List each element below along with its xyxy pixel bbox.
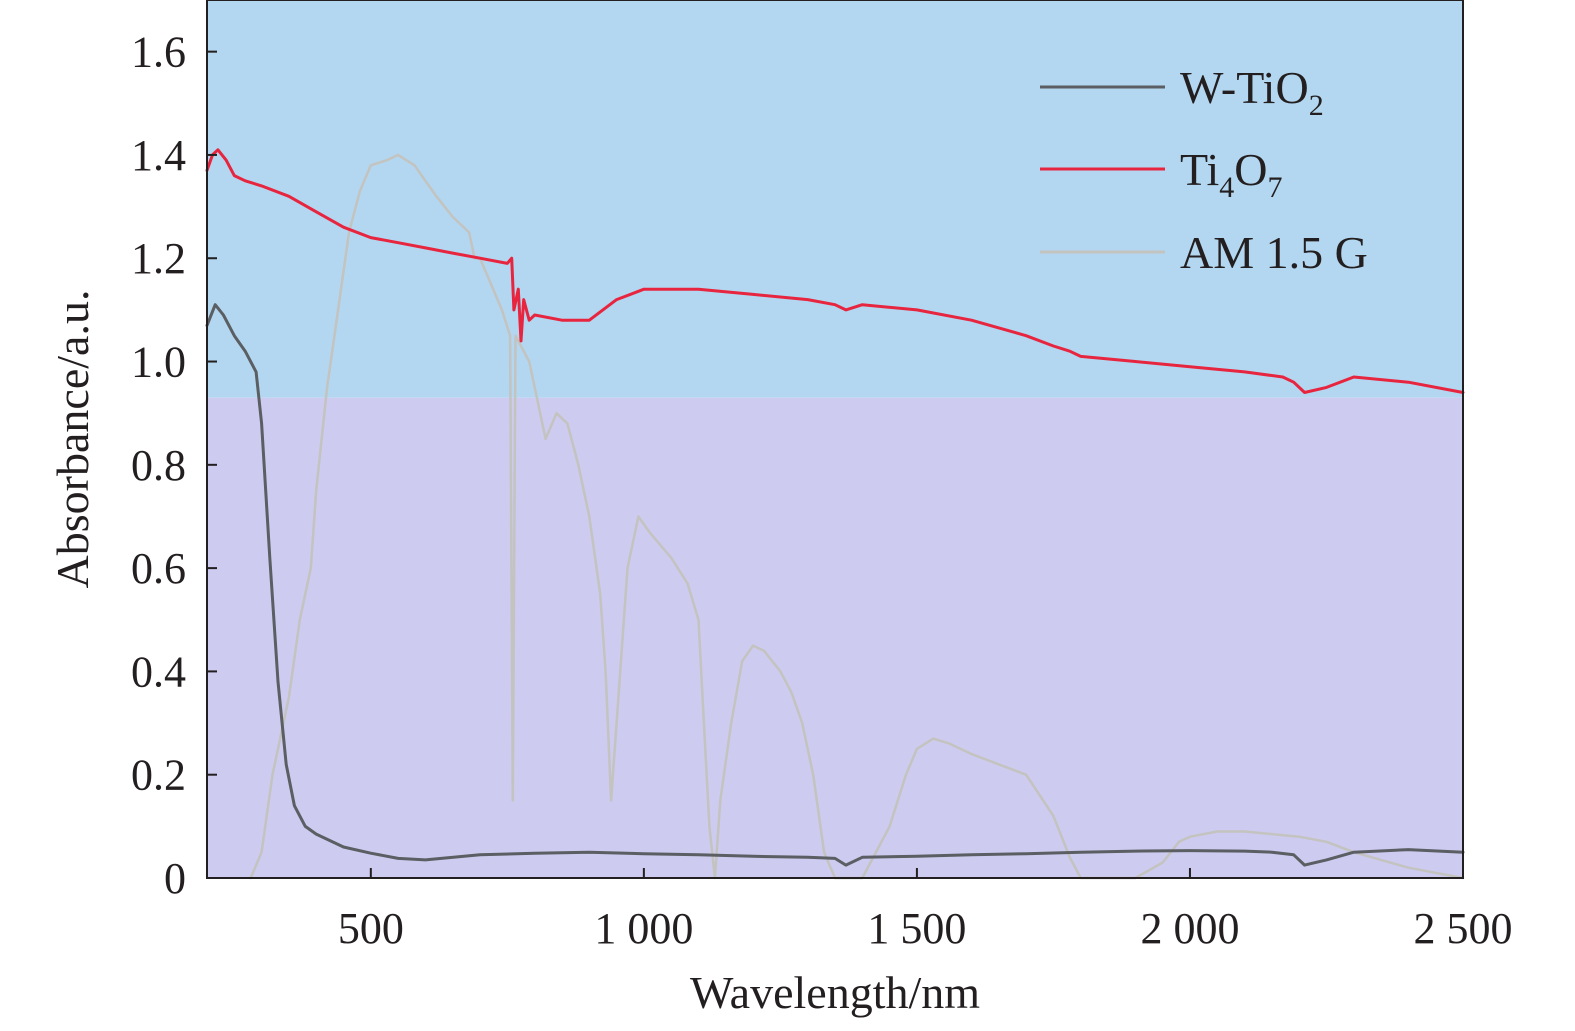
series-line-1 xyxy=(205,148,1465,394)
data-series xyxy=(205,148,1465,880)
legend-label-1: Ti4O7 xyxy=(1180,144,1283,204)
legend-label-2: AM 1.5 G xyxy=(1180,227,1368,278)
y-tick-label-3: 0.6 xyxy=(131,544,186,593)
y-tick-label-1: 0.2 xyxy=(131,751,186,800)
y-tick-label-0: 0 xyxy=(164,854,186,903)
y-axis-title: Absorbance/a.u. xyxy=(47,290,98,589)
x-tick-label-1: 1 000 xyxy=(594,904,693,953)
series-line-0 xyxy=(205,303,1465,867)
background-band-0 xyxy=(207,0,1463,398)
x-tick-label-4: 2 500 xyxy=(1414,904,1513,953)
legend: W-TiO2 Ti4O7 AM 1.5 G xyxy=(1040,62,1368,278)
y-tick-label-8: 1.6 xyxy=(131,28,186,77)
y-tick-label-2: 0.4 xyxy=(131,647,186,696)
x-tick-label-0: 500 xyxy=(338,904,404,953)
y-tick-label-4: 0.8 xyxy=(131,441,186,490)
x-tick-label-2: 1 500 xyxy=(867,904,966,953)
plot-background xyxy=(207,0,1463,878)
plot-frame xyxy=(206,0,1464,879)
x-axis-title: Wavelength/nm xyxy=(690,967,980,1018)
x-axis: 500 1 000 1 500 2 000 2 500 xyxy=(338,868,1513,953)
y-tick-label-5: 1.0 xyxy=(131,338,186,387)
y-axis: 0 0.2 0.4 0.6 0.8 1.0 1.2 1.4 1.6 xyxy=(131,28,217,903)
legend-label-0: W-TiO2 xyxy=(1180,62,1324,122)
series-line-2 xyxy=(249,153,1465,880)
background-band-1 xyxy=(207,397,1463,878)
y-tick-label-7: 1.4 xyxy=(131,131,186,180)
y-tick-label-6: 1.2 xyxy=(131,234,186,283)
x-tick-label-3: 2 000 xyxy=(1140,904,1239,953)
